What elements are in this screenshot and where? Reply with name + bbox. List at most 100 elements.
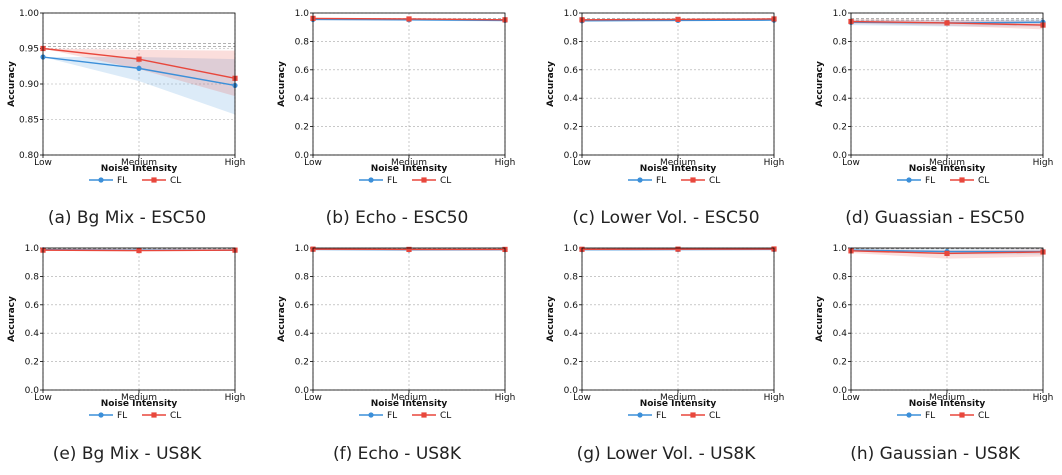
x-axis-label: Noise Intensity [640,164,717,174]
y-tick-label: 0.0 [833,386,848,396]
x-tick-label: Medium [391,158,427,168]
panel-caption: (d) Guassian - ESC50 [845,208,1024,228]
x-tick-label: High [1033,158,1054,168]
y-tick-label: 0.2 [564,123,578,133]
legend-marker-fl [637,412,643,418]
y-tick-label: 0.90 [19,80,39,90]
x-tick-label: Low [34,393,52,403]
legend-marker-fl [368,177,374,183]
y-tick-label: 0.8 [295,37,310,47]
y-tick-label: 0.6 [833,301,848,311]
y-axis-label: Accuracy [277,61,287,107]
legend-marker-fl [906,412,912,418]
y-tick-label: 0.2 [295,358,309,368]
y-tick-label: 1.0 [833,9,848,19]
y-tick-label: 0.2 [564,358,578,368]
plot-frame [850,12,1044,156]
legend-marker-fl [98,412,104,418]
panel-caption: (f) Echo - US8K [333,444,462,464]
data-point-cl [136,56,142,62]
y-tick-label: 0.4 [25,329,40,339]
data-point-cl [136,247,142,254]
x-axis-label: Noise Intensity [101,164,178,174]
y-tick-label: 0.80 [19,151,39,161]
legend-marker-fl [368,412,374,418]
y-axis-label: Accuracy [546,296,556,342]
y-axis-label: Accuracy [277,296,287,342]
legend-label-fl: FL [387,411,397,421]
y-tick-label: 0.2 [295,123,309,133]
x-tick-label: High [764,393,785,403]
y-tick-label: 0.4 [295,329,310,339]
legend-label-cl: CL [709,411,720,421]
plot-frame [581,12,775,156]
y-axis-label: Accuracy [815,296,825,342]
plot-frame [312,12,506,156]
x-tick-label: High [225,393,246,403]
legend-label-fl: FL [656,411,666,421]
x-tick-label: High [764,158,785,168]
panel-8: 0.0 0.2 0.4 0.6 0.8 1.0 Low Medium High Accuracy N… [815,244,1053,464]
data-point-cl [675,16,681,22]
x-tick-label: Low [573,158,591,168]
x-axis-label: Noise Intensity [371,399,448,409]
legend-label-fl: FL [387,176,397,186]
plot-frame [312,247,506,391]
panel-caption: (e) Bg Mix - US8K [53,444,202,464]
y-tick-label: 0.2 [833,123,847,133]
x-tick-label: Medium [660,158,696,168]
y-tick-label: 0.0 [564,386,579,396]
y-tick-label: 0.4 [564,329,579,339]
legend-label-fl: FL [117,176,127,186]
x-axis-label: Noise Intensity [909,399,986,409]
legend-marker-cl [959,412,965,418]
y-tick-label: 0.95 [19,45,39,55]
x-tick-label: Low [34,158,52,168]
y-axis-label: Accuracy [7,296,17,342]
legend-label-fl: FL [925,411,935,421]
plot-frame [581,247,775,391]
y-tick-label: 0.0 [295,151,310,161]
x-tick-label: Low [304,158,322,168]
x-tick-label: High [1033,393,1054,403]
legend-label-cl: CL [978,176,989,186]
legend-label-cl: CL [170,176,181,186]
legend-label-cl: CL [170,411,181,421]
y-tick-label: 0.4 [564,94,579,104]
x-tick-label: Medium [121,158,157,168]
y-tick-label: 0.6 [295,66,310,76]
legend-marker-cl [421,177,427,183]
legend-label-fl: FL [117,411,127,421]
y-tick-label: 0.6 [564,66,579,76]
legend-marker-cl [151,177,157,183]
x-tick-label: Medium [121,393,157,403]
legend-marker-cl [151,412,157,418]
legend-marker-cl [690,177,696,183]
x-axis-label: Noise Intensity [909,164,986,174]
legend-marker-cl [959,177,965,183]
y-tick-label: 0.8 [564,272,579,282]
panel-caption: (b) Echo - ESC50 [326,208,469,228]
plot-frame [42,247,236,391]
y-tick-label: 0.8 [25,272,40,282]
panel-7: 0.0 0.2 0.4 0.6 0.8 1.0 Low Medium High Accuracy N… [546,244,784,464]
x-tick-label: Medium [391,393,427,403]
panel-4: 0.0 0.2 0.4 0.6 0.8 1.0 Low Medium High Accuracy N… [815,9,1053,228]
x-tick-label: Medium [929,393,965,403]
y-tick-label: 1.0 [564,244,579,254]
legend-label-cl: CL [440,411,451,421]
x-axis-label: Noise Intensity [640,399,717,409]
legend-marker-cl [421,412,427,418]
y-tick-label: 1.0 [833,244,848,254]
data-point-cl [406,16,412,22]
y-tick-label: 0.4 [833,329,848,339]
plot-frame [42,12,236,156]
data-point-cl [675,246,681,252]
x-tick-label: Low [573,393,591,403]
legend-label-cl: CL [709,176,720,186]
panel-2: 0.0 0.2 0.4 0.6 0.8 1.0 Low Medium High Accuracy N… [277,9,515,228]
legend-marker-fl [98,177,104,183]
y-tick-label: 0.0 [564,151,579,161]
panel-3: 0.0 0.2 0.4 0.6 0.8 1.0 Low Medium High Accuracy N… [546,9,784,228]
